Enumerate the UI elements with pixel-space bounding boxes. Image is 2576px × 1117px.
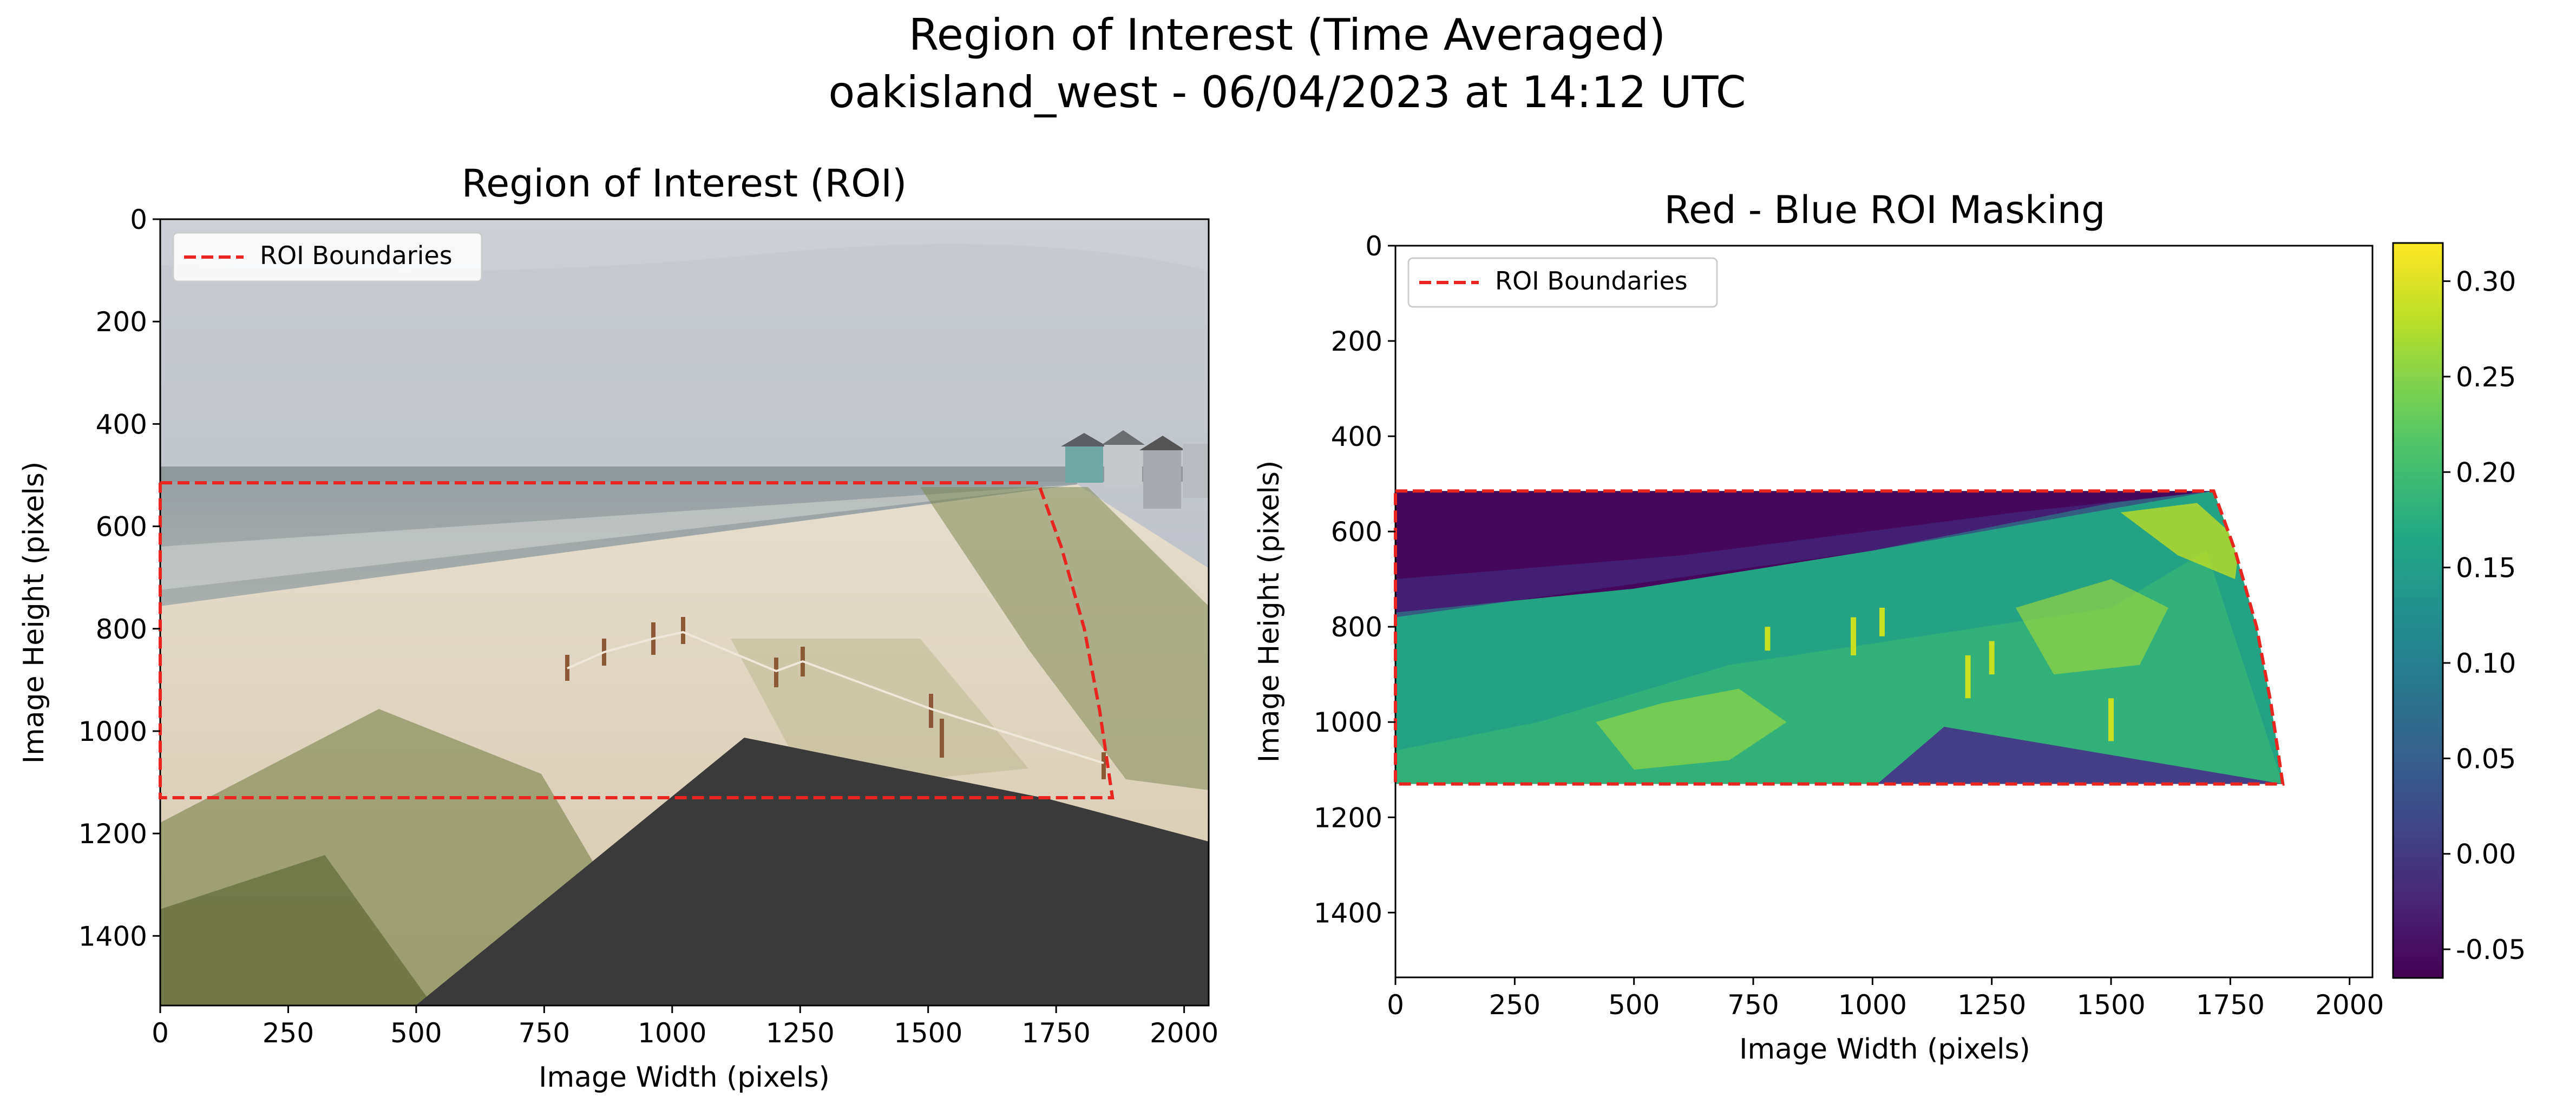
left-x-tick-label: 1500	[894, 1017, 962, 1049]
right-y-tick-label: 200	[1331, 326, 1382, 357]
colorbar-tick-label: 0.30	[2456, 266, 2516, 298]
roi-boundary-line	[1394, 489, 2285, 786]
colorbar: -0.05 0.00 0.05 0.10 0.15 0.20 0.25 0.30	[2392, 242, 2526, 979]
right-legend-label: ROI Boundaries	[1495, 266, 1688, 295]
left-legend: ROI Boundaries	[172, 232, 483, 282]
right-x-tick-label: 0	[1387, 989, 1404, 1021]
bright-feature-stripe	[1965, 655, 1971, 699]
left-x-axis-label: Image Width (pixels)	[539, 1061, 830, 1094]
bright-feature-stripe	[1765, 627, 1771, 651]
right-y-tick-label: 600	[1331, 516, 1382, 548]
colorbar-tick-label: 0.20	[2456, 457, 2516, 488]
right-legend: ROI Boundaries	[1407, 257, 1718, 308]
right-y-tick-label: 1200	[1314, 802, 1382, 833]
left-axis-ticks: 0 250 500 750 1000 1250 1500 1750 2000 0 200 400 600…	[78, 204, 1218, 1049]
colorbar-ticks: -0.05 0.00 0.05 0.10 0.15 0.20 0.25 0.30	[2443, 266, 2526, 965]
left-y-tick-label: 800	[96, 614, 147, 645]
left-y-tick-label: 200	[96, 306, 147, 338]
figure-title-line2: oakisland_west - 06/04/2023 at 14:12 UTC	[828, 67, 1746, 117]
bright-feature-stripe	[1851, 617, 1857, 655]
left-y-tick-label: 600	[96, 511, 147, 543]
right-y-tick-label: 0	[1365, 231, 1382, 262]
bright-feature-stripe	[1989, 641, 1995, 675]
bright-feature-stripe	[1879, 607, 1885, 636]
right-axes-frame	[1394, 245, 2374, 978]
colorbar-tick-label: 0.15	[2456, 553, 2516, 584]
colorbar-tick-label: 0.10	[2456, 648, 2516, 679]
right-x-tick-label: 1000	[1838, 989, 1907, 1021]
right-plot-title: Red - Blue ROI Masking	[1664, 188, 2105, 232]
roi-boundary-line	[159, 481, 1115, 799]
right-x-tick-label: 500	[1608, 989, 1660, 1021]
colorbar-tick-label: 0.00	[2456, 839, 2516, 870]
right-x-axis-label: Image Width (pixels)	[1739, 1033, 2030, 1066]
right-x-tick-label: 1500	[2076, 989, 2145, 1021]
colorbar-gradient	[2392, 242, 2444, 979]
roi-masking-panel: Red - Blue ROI Masking 0 250 500 750 1000 125…	[1253, 188, 2526, 1066]
left-y-tick-label: 400	[96, 409, 147, 440]
left-y-tick-label: 1000	[78, 716, 147, 747]
colorbar-tick-label: 0.25	[2456, 362, 2516, 393]
left-y-axis-label: Image Height (pixels)	[18, 462, 50, 764]
beach-photo	[160, 219, 1209, 1006]
beachfront-houses	[1061, 430, 1209, 509]
right-y-tick-label: 1000	[1314, 707, 1382, 738]
left-x-tick-label: 0	[152, 1017, 169, 1049]
roi-photo-panel: Region of Interest (ROI)	[18, 161, 1218, 1094]
left-x-tick-label: 1000	[638, 1017, 706, 1049]
left-plot-title: Region of Interest (ROI)	[462, 161, 907, 206]
right-x-tick-label: 750	[1727, 989, 1779, 1021]
colorbar-tick-label: 0.05	[2456, 743, 2516, 774]
left-x-tick-label: 1250	[766, 1017, 835, 1049]
masked-deck-region	[416, 738, 1209, 1006]
left-x-tick-label: 500	[390, 1017, 442, 1049]
right-x-tick-label: 250	[1489, 989, 1541, 1021]
left-y-tick-label: 0	[130, 204, 147, 235]
bright-feature-stripe	[2108, 698, 2114, 741]
left-x-tick-label: 250	[263, 1017, 314, 1049]
right-x-tick-label: 1250	[1957, 989, 2026, 1021]
left-x-tick-label: 1750	[1022, 1017, 1091, 1049]
left-y-tick-label: 1200	[78, 818, 147, 850]
right-axis-ticks: 0 250 500 750 1000 1250 1500 1750 2000 0 200 400 600…	[1314, 231, 2384, 1021]
left-legend-label: ROI Boundaries	[260, 241, 453, 270]
left-x-tick-label: 2000	[1150, 1017, 1218, 1049]
right-y-tick-label: 400	[1331, 421, 1382, 452]
left-x-tick-label: 750	[519, 1017, 570, 1049]
masked-heatmap	[1395, 491, 2283, 784]
colorbar-tick-label: -0.05	[2456, 934, 2526, 965]
figure-title-line1: Region of Interest (Time Averaged)	[909, 10, 1666, 60]
right-y-axis-label: Image Height (pixels)	[1253, 461, 1286, 763]
right-y-tick-label: 1400	[1314, 897, 1382, 929]
right-y-tick-label: 800	[1331, 612, 1382, 643]
right-x-tick-label: 1750	[2196, 989, 2265, 1021]
left-y-tick-label: 1400	[78, 921, 147, 952]
right-x-tick-label: 2000	[2315, 989, 2384, 1021]
